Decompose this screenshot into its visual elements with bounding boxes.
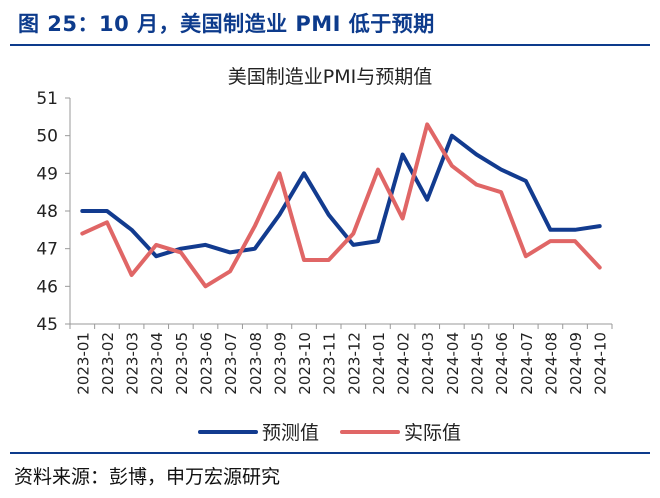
x-tick-label: 2023-05 [173,332,191,395]
y-tick-label: 45 [36,315,58,335]
series-line-expected [80,133,602,259]
legend-label: 实际值 [404,422,461,444]
x-tick-label: 2023-10 [296,332,314,395]
x-tick-label: 2024-09 [567,332,585,395]
x-tick-label: 2023-04 [148,332,166,395]
x-tick-label: 2023-01 [74,332,92,395]
x-tick-label: 2024-04 [444,332,462,395]
y-tick-label: 51 [36,89,58,109]
series-line-actual [80,122,602,289]
x-tick-label: 2023-11 [321,332,339,395]
figure-title: 图 25：10 月，美国制造业 PMI 低于预期 [18,12,435,36]
source-note: 资料来源：彭博，申万宏源研究 [14,466,281,488]
x-tick-label: 2024-03 [419,332,437,395]
x-tick-label: 2023-02 [99,332,117,395]
x-tick-label: 2023-08 [247,332,265,395]
chart-title: 美国制造业PMI与预期值 [228,66,432,88]
chart-legend: 预测值 实际值 [198,422,461,444]
x-tick-label: 2023-03 [124,332,142,395]
x-tick-label: 2024-01 [370,332,388,395]
x-tick-label: 2023-07 [222,332,240,395]
x-tick-label: 2023-12 [345,332,363,395]
x-tick-label: 2024-10 [592,332,610,395]
legend-label: 预测值 [262,422,319,444]
chart-series [80,122,602,289]
y-tick-label: 49 [36,164,58,184]
x-tick-label: 2024-06 [493,332,511,395]
x-tick-label: 2024-05 [469,332,487,395]
title-rule [10,44,650,46]
y-tick-label: 47 [36,240,58,260]
x-tick-label: 2024-08 [542,332,560,395]
x-tick-label: 2023-06 [198,332,216,395]
y-tick-label: 50 [36,127,58,147]
x-tick-label: 2023-09 [271,332,289,395]
chart-axes: 45 46 47 48 49 50 51 2023-01 2023-02 2023-03 2023-… [36,89,613,395]
source-rule [10,452,650,454]
y-tick-label: 46 [36,277,58,297]
x-tick-label: 2024-02 [395,332,413,395]
x-tick-label: 2024-07 [518,332,536,395]
pmi-line-chart: 美国制造业PMI与预期值 45 46 47 48 49 50 51 2023-01 2023-0… [36,66,613,444]
y-tick-label: 48 [36,202,58,222]
